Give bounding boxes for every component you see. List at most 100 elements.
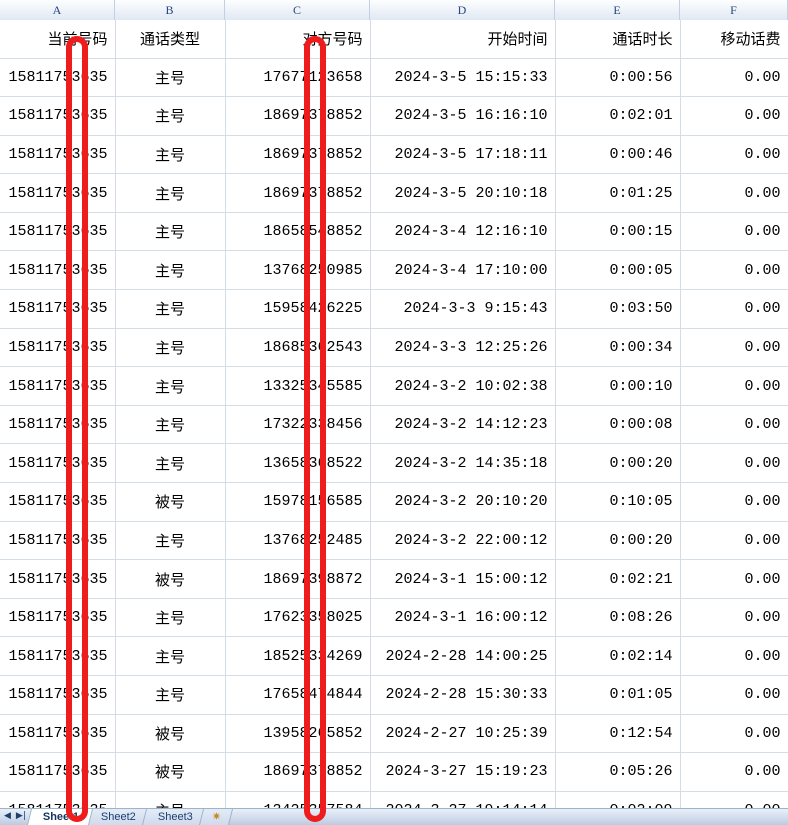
new-sheet-icon[interactable]: ✷ [198,809,233,825]
cell-start-time[interactable]: 2024-2-27 10:25:39 [370,714,556,754]
cell-start-time[interactable]: 2024-3-2 14:12:23 [370,405,556,445]
column-header-e[interactable]: E [555,0,680,20]
cell-mobile-fee[interactable]: 0.00 [680,714,788,754]
cell-call-type[interactable]: 主号 [115,212,226,252]
cell-call-type[interactable]: 主号 [115,405,226,445]
cell-other-number[interactable]: 13768250985 [225,250,371,291]
cell-mobile-fee[interactable]: 0.00 [680,135,788,175]
cell-call-type[interactable]: 主号 [115,173,226,213]
cell-call-type[interactable]: 被号 [115,714,226,754]
cell-call-type[interactable]: 主号 [115,366,226,406]
cell-other-number[interactable]: 17623358025 [225,598,371,638]
column-title-duration[interactable]: 通话时长 [555,20,681,59]
cell-start-time[interactable]: 2024-2-28 15:30:33 [370,675,556,715]
cell-current-number[interactable]: 15811753635 [0,58,116,98]
cell-call-type[interactable]: 主号 [115,598,226,638]
cell-mobile-fee[interactable]: 0.00 [680,521,788,561]
cell-call-type[interactable]: 主号 [115,328,226,368]
cell-current-number[interactable]: 15811753635 [0,289,116,329]
cell-duration[interactable]: 0:00:34 [555,328,681,368]
cell-call-type[interactable]: 被号 [115,559,226,599]
cell-current-number[interactable]: 15811753635 [0,521,116,561]
cell-start-time[interactable]: 2024-3-2 22:00:12 [370,521,556,561]
cell-duration[interactable]: 0:05:26 [555,752,681,792]
cell-call-type[interactable]: 主号 [115,250,226,291]
cell-mobile-fee[interactable]: 0.00 [680,405,788,445]
cell-start-time[interactable]: 2024-3-2 10:02:38 [370,366,556,406]
cell-call-type[interactable]: 主号 [115,636,226,676]
cell-call-type[interactable]: 主号 [115,289,226,329]
cell-call-type[interactable]: 主号 [115,135,226,175]
cell-call-type[interactable]: 被号 [115,752,226,792]
cell-mobile-fee[interactable]: 0.00 [680,173,788,213]
cell-current-number[interactable]: 15811753635 [0,443,116,484]
cell-mobile-fee[interactable]: 0.00 [680,482,788,522]
cell-other-number[interactable]: 18697378852 [225,752,371,792]
first-sheet-icon[interactable]: ◀ [4,811,11,821]
cell-mobile-fee[interactable]: 0.00 [680,598,788,638]
cell-start-time[interactable]: 2024-3-27 15:19:23 [370,752,556,792]
cell-other-number[interactable]: 17658474844 [225,675,371,715]
cell-other-number[interactable]: 17677123658 [225,58,371,98]
cell-current-number[interactable]: 15811753635 [0,250,116,291]
cell-mobile-fee[interactable]: 0.00 [680,636,788,676]
cell-current-number[interactable]: 15811753635 [0,212,116,252]
cell-start-time[interactable]: 2024-3-5 15:15:33 [370,58,556,98]
cell-call-type[interactable]: 主号 [115,443,226,484]
cell-current-number[interactable]: 15811753635 [0,559,116,599]
cell-call-type[interactable]: 主号 [115,521,226,561]
sheet-tab-sheet2[interactable]: Sheet2 [84,809,150,825]
cell-duration[interactable]: 0:00:56 [555,58,681,98]
cell-other-number[interactable]: 13658368522 [225,443,371,484]
cell-duration[interactable]: 0:01:05 [555,675,681,715]
column-title-start-time[interactable]: 开始时间 [370,20,556,59]
cell-call-type[interactable]: 主号 [115,96,226,136]
cell-duration[interactable]: 0:00:20 [555,443,681,484]
cell-start-time[interactable]: 2024-3-4 12:16:10 [370,212,556,252]
cell-duration[interactable]: 0:00:05 [555,250,681,291]
cell-mobile-fee[interactable]: 0.00 [680,250,788,291]
cell-start-time[interactable]: 2024-3-5 20:10:18 [370,173,556,213]
cell-mobile-fee[interactable]: 0.00 [680,289,788,329]
cell-duration[interactable]: 0:03:50 [555,289,681,329]
column-title-current-number[interactable]: 当前号码 [0,20,116,59]
cell-call-type[interactable]: 被号 [115,482,226,522]
column-header-d[interactable]: D [370,0,555,20]
cell-duration[interactable]: 0:02:01 [555,96,681,136]
cell-current-number[interactable]: 15811753635 [0,96,116,136]
cell-mobile-fee[interactable]: 0.00 [680,675,788,715]
cell-start-time[interactable]: 2024-3-3 12:25:26 [370,328,556,368]
cell-start-time[interactable]: 2024-3-2 14:35:18 [370,443,556,484]
cell-duration[interactable]: 0:01:25 [555,173,681,213]
cell-other-number[interactable]: 18697378852 [225,135,371,175]
cell-duration[interactable]: 0:08:26 [555,598,681,638]
cell-current-number[interactable]: 15811753635 [0,636,116,676]
cell-current-number[interactable]: 15811753635 [0,135,116,175]
cell-other-number[interactable]: 13958265852 [225,714,371,754]
cell-other-number[interactable]: 18685362543 [225,328,371,368]
cell-duration[interactable]: 0:00:08 [555,405,681,445]
sheet-tab-sheet3[interactable]: Sheet3 [141,809,207,825]
cell-start-time[interactable]: 2024-3-3 9:15:43 [370,289,556,329]
cell-mobile-fee[interactable]: 0.00 [680,752,788,792]
sheet-tab-sheet1[interactable]: Sheet1 [26,809,93,825]
cell-mobile-fee[interactable]: 0.00 [680,443,788,484]
sheet-nav-buttons[interactable]: ◀ ▶| [0,809,29,825]
cell-duration[interactable]: 0:00:46 [555,135,681,175]
cell-start-time[interactable]: 2024-3-5 17:18:11 [370,135,556,175]
cell-other-number[interactable]: 15978156585 [225,482,371,522]
cell-other-number[interactable]: 18697378852 [225,96,371,136]
cell-current-number[interactable]: 15811753635 [0,173,116,213]
cell-duration[interactable]: 0:00:15 [555,212,681,252]
cell-start-time[interactable]: 2024-3-4 17:10:00 [370,250,556,291]
column-header-b[interactable]: B [115,0,225,20]
cell-other-number[interactable]: 18658548852 [225,212,371,252]
cell-start-time[interactable]: 2024-3-1 16:00:12 [370,598,556,638]
cell-duration[interactable]: 0:12:54 [555,714,681,754]
cell-mobile-fee[interactable]: 0.00 [680,366,788,406]
cell-duration[interactable]: 0:00:10 [555,366,681,406]
column-header-c[interactable]: C [225,0,370,20]
column-header-f[interactable]: F [680,0,788,20]
cell-duration[interactable]: 0:10:05 [555,482,681,522]
column-title-mobile-fee[interactable]: 移动话费 [680,20,788,59]
